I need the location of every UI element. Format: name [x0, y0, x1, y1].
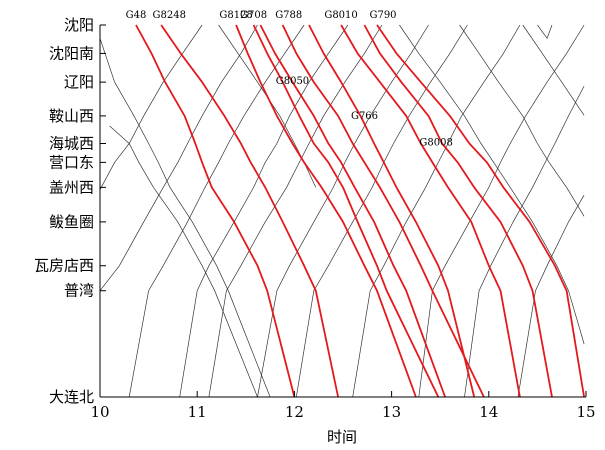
background-train-line-15 [522, 24, 585, 116]
background-train-line-14 [459, 24, 585, 217]
station-label-10: 大连北 [49, 388, 94, 406]
background-train-line-0 [99, 38, 271, 398]
train-line-G790 [376, 24, 585, 398]
axes [99, 24, 587, 398]
background-train-line-17 [218, 24, 317, 188]
train-line-G708 [252, 24, 440, 398]
background-train-line-13 [399, 24, 585, 344]
background-train-line-9 [352, 24, 521, 398]
station-label-0: 沈阳 [64, 16, 94, 34]
station-label-8: 瓦房店西 [34, 257, 94, 275]
background-train-line-10 [418, 24, 585, 398]
train-label-G708: G708 [240, 10, 267, 21]
train-label-G8050: G8050 [276, 76, 309, 87]
x-tick-label-0: 10 [90, 403, 109, 421]
station-label-3: 鞍山西 [49, 107, 94, 125]
background-train-line-3 [99, 24, 258, 291]
background-train-line-7 [257, 24, 429, 398]
background-train-line-8 [295, 24, 468, 398]
x-tick-label-3: 13 [382, 403, 401, 421]
train-label-G8008: G8008 [419, 138, 452, 149]
train-line-G48 [135, 24, 296, 398]
background-train-line-6 [208, 24, 383, 398]
station-label-2: 辽阳 [64, 73, 94, 91]
x-axis-title: 时间 [327, 428, 357, 446]
train-label-G766: G766 [351, 111, 378, 122]
train-line-G8128 [235, 24, 417, 398]
station-label-9: 普湾 [64, 282, 94, 300]
train-label-G8248: G8248 [153, 10, 186, 21]
background-train-line-4 [128, 24, 305, 398]
background-train-line-16 [537, 24, 553, 40]
train-line-G8248 [160, 24, 339, 398]
background-train-lines [99, 24, 585, 398]
station-label-4: 海城西 [49, 135, 94, 153]
train-label-G790: G790 [369, 10, 396, 21]
highlighted-train-lines [135, 24, 585, 398]
x-tick-label-1: 11 [188, 403, 207, 421]
x-tick-label-5: 15 [576, 403, 595, 421]
station-label-1: 沈阳南 [49, 44, 94, 62]
train-line-G8050 [259, 24, 446, 398]
x-tick-labels: 10 11 12 13 14 15 [90, 403, 595, 421]
train-label-G8010: G8010 [324, 10, 357, 21]
station-label-7: 鲅鱼圈 [49, 213, 94, 231]
background-train-line-11 [464, 85, 585, 398]
station-label-5: 营口东 [49, 153, 94, 171]
train-line-G8008 [363, 24, 553, 398]
train-line-G8010 [340, 24, 521, 398]
background-train-line-1 [109, 125, 258, 398]
train-label-G8128: G8128 [219, 10, 252, 21]
background-train-line-12 [517, 194, 585, 398]
train-label-G48: G48 [126, 10, 147, 21]
train-line-G766 [308, 24, 476, 398]
background-train-line-5 [179, 24, 349, 398]
x-tick-label-4: 14 [479, 403, 498, 421]
x-tick-label-2: 12 [285, 403, 304, 421]
train-line-G788 [281, 24, 485, 398]
background-train-line-2 [99, 24, 203, 190]
train-label-G788: G788 [275, 10, 302, 21]
station-label-6: 盖州西 [49, 178, 94, 196]
